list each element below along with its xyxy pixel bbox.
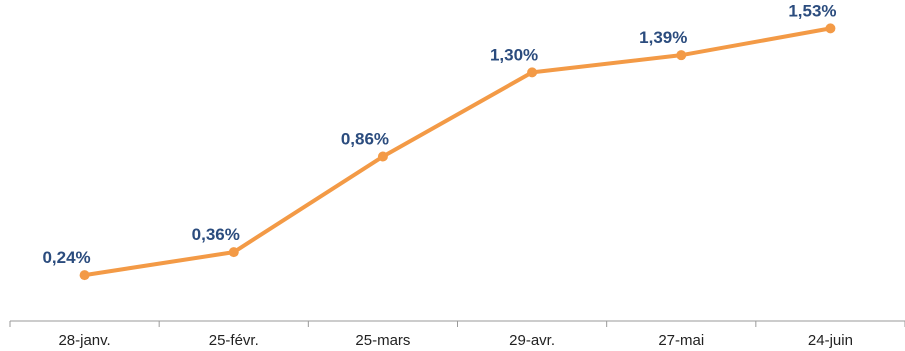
- x-tick-label: 24-juin: [808, 332, 853, 349]
- x-tick-label: 29-avr.: [509, 332, 555, 349]
- data-label: 0,86%: [341, 130, 389, 149]
- x-axis-ticks: [9, 321, 905, 327]
- x-tick-label: 28-janv.: [58, 332, 110, 349]
- data-points: [79, 23, 836, 281]
- data-point: [377, 151, 388, 162]
- series-line: [82, 26, 833, 278]
- x-tick-label: 25-mars: [355, 332, 410, 349]
- data-label: 0,36%: [192, 225, 240, 244]
- x-tick-label: 25-févr.: [209, 332, 259, 349]
- x-axis-tick-labels: 28-janv. 25-févr. 25-mars 29-avr. 27-mai 24-j…: [58, 332, 852, 349]
- data-point: [825, 23, 836, 34]
- data-label: 1,53%: [788, 1, 836, 20]
- data-point: [527, 67, 538, 78]
- data-label: 1,30%: [490, 45, 538, 64]
- data-labels: 0,24% 0,36% 0,86% 1,30% 1,39% 1,53%: [42, 1, 836, 267]
- data-label: 1,39%: [639, 28, 687, 47]
- data-point: [228, 247, 239, 258]
- data-point: [676, 50, 687, 61]
- data-point: [79, 270, 90, 281]
- data-label: 0,24%: [42, 248, 90, 267]
- x-tick-label: 27-mai: [658, 332, 704, 349]
